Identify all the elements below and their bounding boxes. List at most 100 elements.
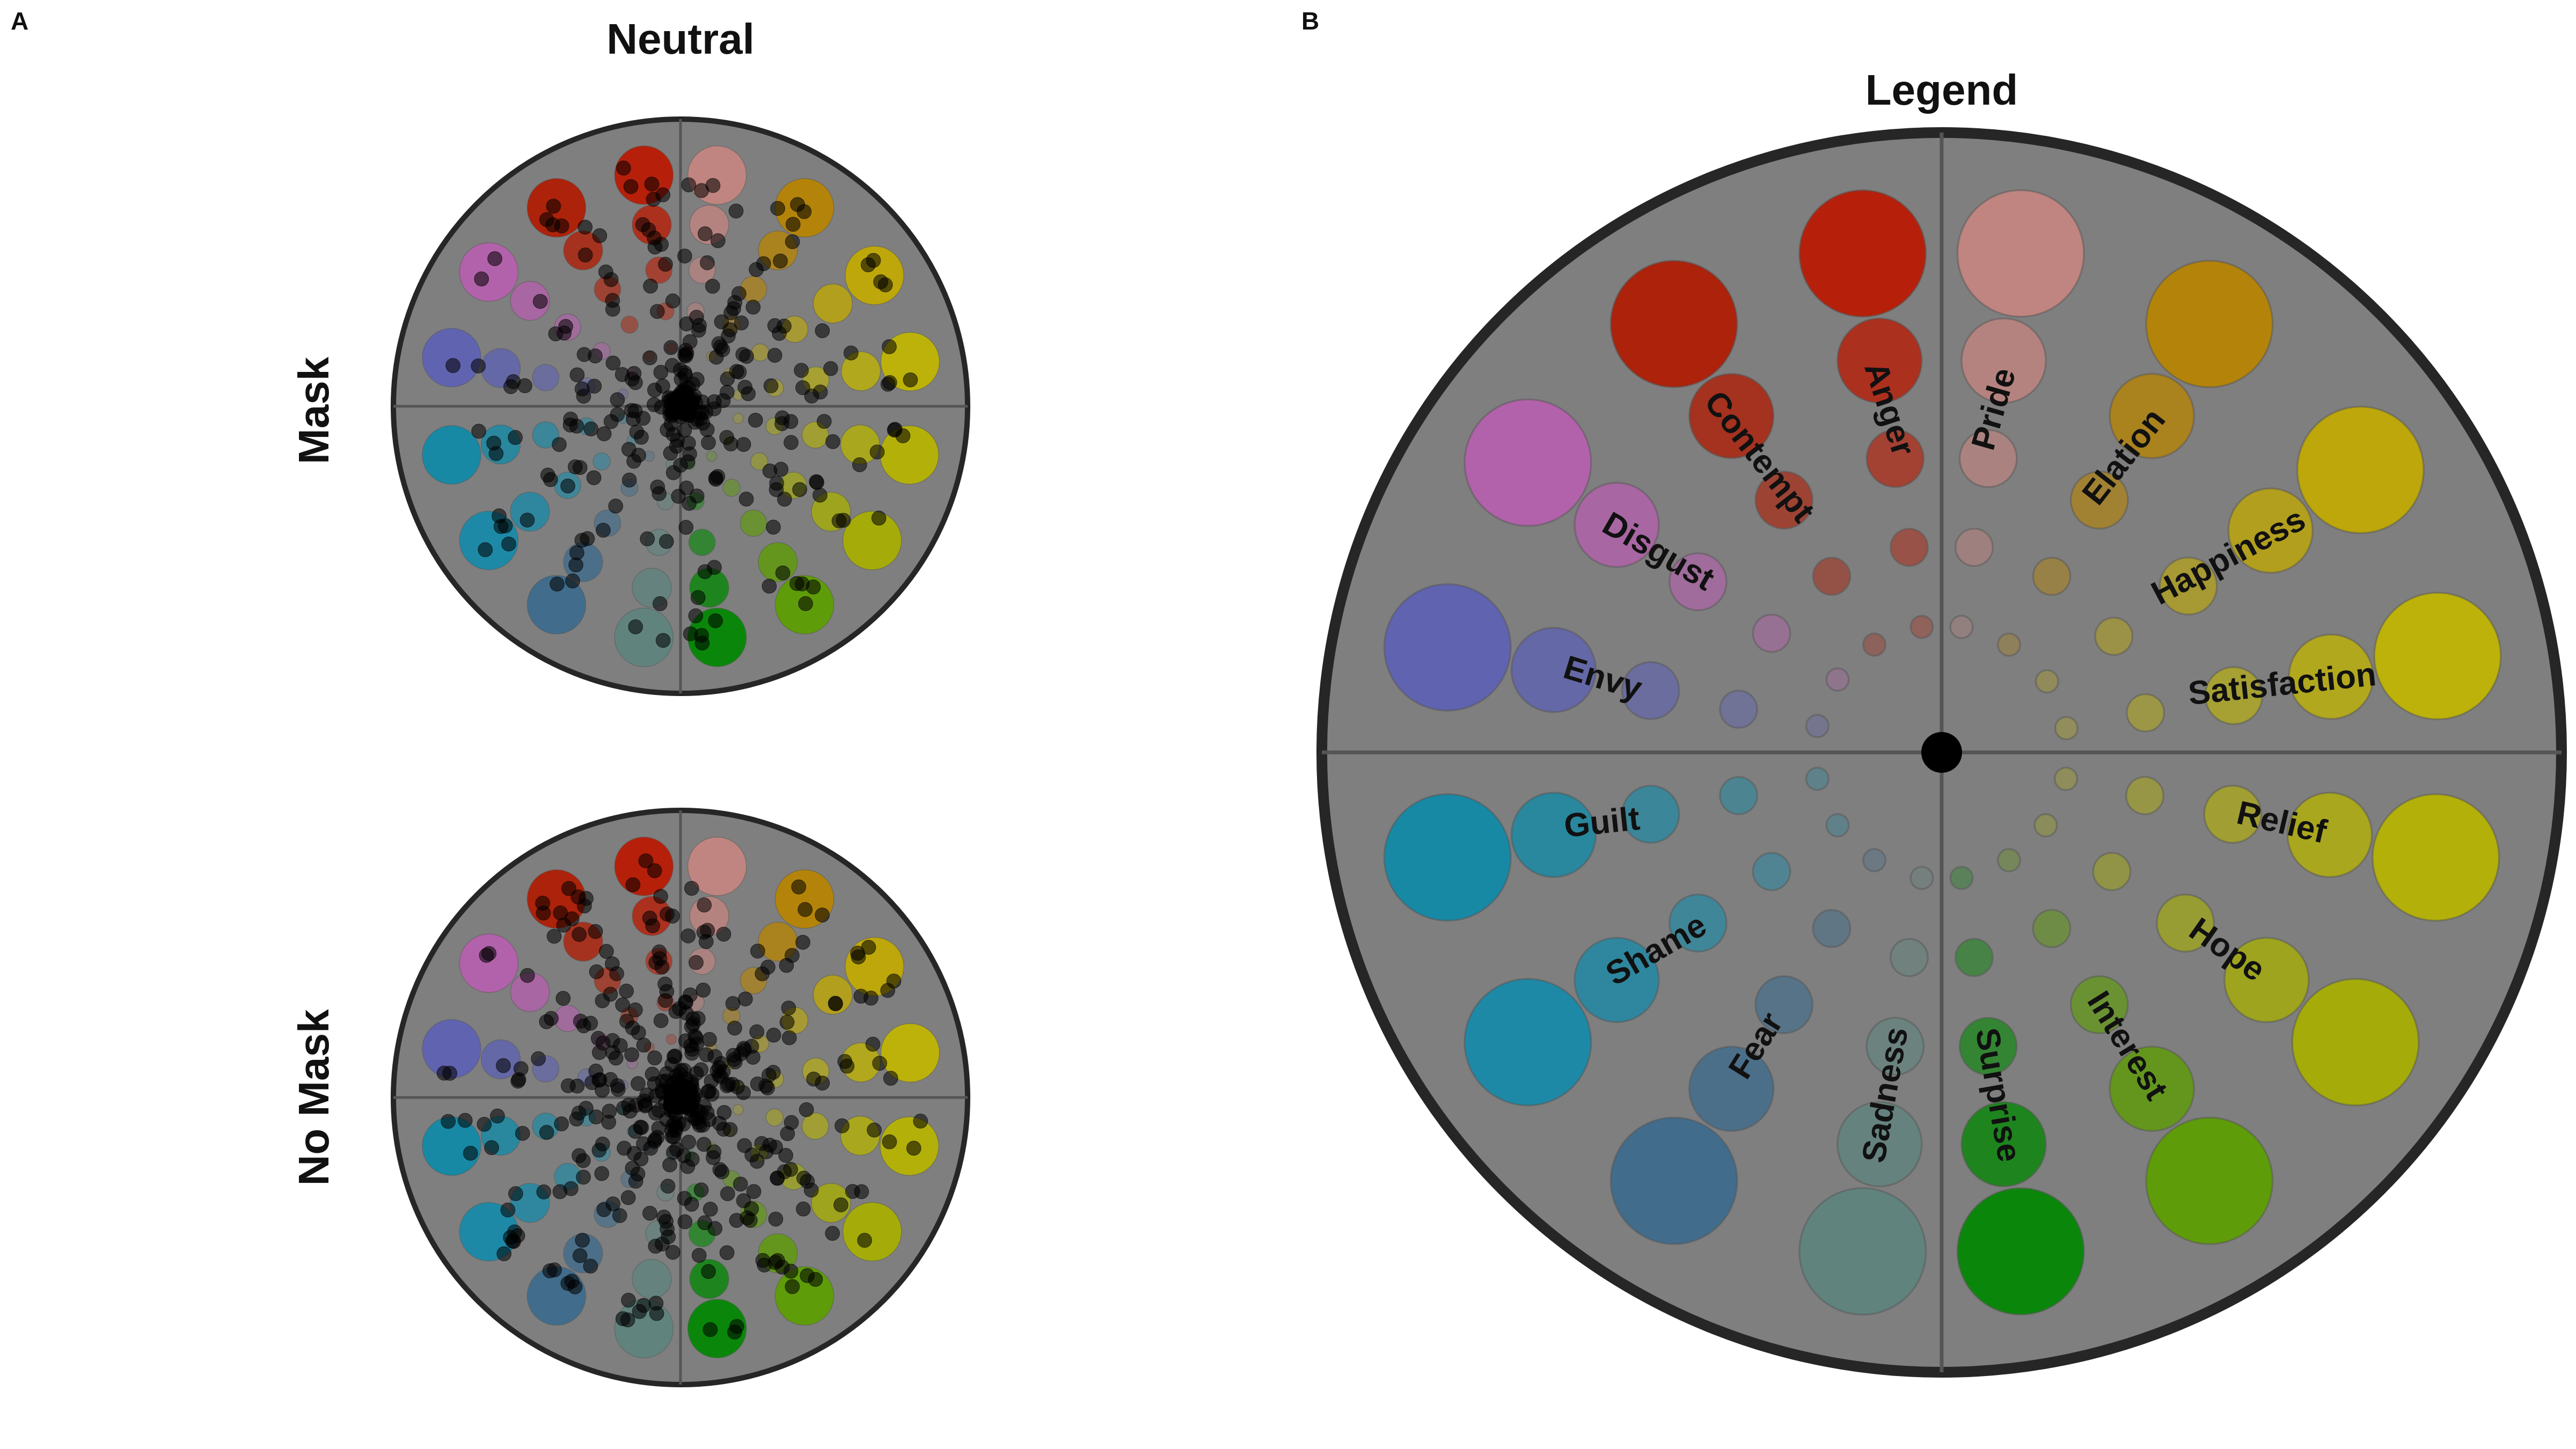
response-point (577, 247, 593, 263)
response-point (767, 1255, 783, 1270)
intensity-circle-sadness-1 (1909, 866, 1934, 890)
response-point (642, 1205, 657, 1221)
intensity-circle-interest-1 (706, 450, 718, 462)
intensity-circle-guilt-5 (1383, 793, 1512, 922)
response-point (642, 350, 657, 365)
response-point (671, 1116, 686, 1131)
intensity-circle-pride-2 (1955, 528, 1994, 567)
intensity-circle-interest-2 (722, 479, 741, 497)
intensity-circle-surprise-4 (1960, 1101, 2047, 1188)
response-point (628, 375, 643, 390)
response-point (851, 949, 866, 964)
intensity-circle-pride-5 (1956, 189, 2085, 318)
response-point (572, 927, 587, 942)
response-point (755, 1253, 771, 1268)
response-point (772, 326, 787, 341)
intensity-circle-anger-5 (1798, 189, 1927, 318)
panel-a-letter: A (11, 7, 28, 35)
response-point (560, 478, 575, 494)
response-point (631, 1076, 646, 1091)
intensity-circle-guilt-1 (1805, 766, 1829, 791)
response-point (777, 492, 792, 507)
intensity-circle-elation-3 (2069, 470, 2129, 530)
response-point (678, 1071, 694, 1087)
intensity-circle-happiness-4 (813, 283, 853, 324)
response-point (779, 958, 794, 973)
response-point (679, 480, 694, 496)
response-point (767, 348, 782, 363)
response-point (673, 457, 688, 473)
response-point (542, 1263, 558, 1278)
response-point (773, 462, 789, 477)
response-point (554, 1116, 569, 1132)
intensity-circle-satisfaction-3 (2204, 666, 2264, 726)
response-point (882, 1134, 897, 1150)
response-point (505, 1233, 521, 1249)
response-point (612, 1208, 627, 1223)
response-point (583, 1258, 598, 1274)
response-point (576, 1169, 591, 1185)
response-point (665, 1103, 681, 1118)
intensity-circle-envy-1 (1805, 714, 1829, 738)
response-point (501, 536, 516, 552)
intensity-circle-surprise-3 (1958, 1016, 2018, 1076)
response-point (722, 322, 738, 338)
response-point (665, 293, 680, 309)
response-point (610, 407, 625, 422)
response-point (616, 160, 631, 176)
response-point (726, 1048, 741, 1063)
response-point (598, 264, 613, 280)
response-point (583, 421, 599, 437)
intensity-circle-envy-5 (1383, 583, 1512, 712)
row-label-mask: Mask (290, 356, 338, 464)
response-point (596, 426, 612, 442)
response-point (906, 1140, 921, 1156)
response-point (635, 217, 650, 232)
response-point (720, 1186, 735, 1202)
response-point (515, 1125, 530, 1141)
response-point (643, 279, 658, 294)
response-point (519, 513, 535, 528)
response-point (667, 1048, 683, 1064)
intensity-circle-elation-1 (1996, 632, 2021, 657)
response-point (781, 1030, 797, 1045)
response-point (709, 1063, 725, 1079)
response-point (678, 342, 693, 358)
response-point (623, 179, 639, 194)
response-point (903, 372, 918, 387)
response-point (605, 302, 620, 317)
intensity-circle-hope-5 (2291, 978, 2420, 1107)
intensity-circle-guilt-5 (422, 425, 481, 485)
response-point (697, 564, 713, 580)
response-point (624, 1047, 639, 1063)
response-point (831, 513, 847, 529)
response-point (883, 1071, 898, 1086)
intensity-circle-hope-3 (2156, 894, 2215, 953)
intensity-circle-interest-3 (2069, 975, 2129, 1035)
response-point (503, 379, 518, 394)
response-point (478, 542, 493, 558)
response-point (690, 372, 705, 387)
intensity-circle-shame-3 (1668, 894, 1728, 953)
panel-a-column-title: Neutral (606, 15, 755, 63)
response-point (852, 457, 867, 472)
response-point (744, 1147, 760, 1163)
intensity-circle-contempt-2 (1812, 557, 1851, 596)
response-point (679, 316, 694, 332)
response-point (696, 983, 711, 998)
response-point (744, 1038, 759, 1054)
response-point (610, 1078, 625, 1094)
response-point (735, 347, 751, 362)
response-point (791, 879, 807, 895)
response-point (669, 438, 684, 454)
intensity-circle-shame-1 (1825, 813, 1850, 838)
response-point (628, 619, 643, 634)
response-point (477, 1117, 492, 1132)
response-point (749, 1024, 765, 1040)
intensity-circle-anger-2 (1890, 528, 1929, 567)
response-point (708, 472, 723, 487)
intensity-circle-disgust-5 (1463, 398, 1592, 527)
response-point (591, 1143, 607, 1158)
response-point (913, 1114, 928, 1129)
response-point (531, 1051, 546, 1066)
